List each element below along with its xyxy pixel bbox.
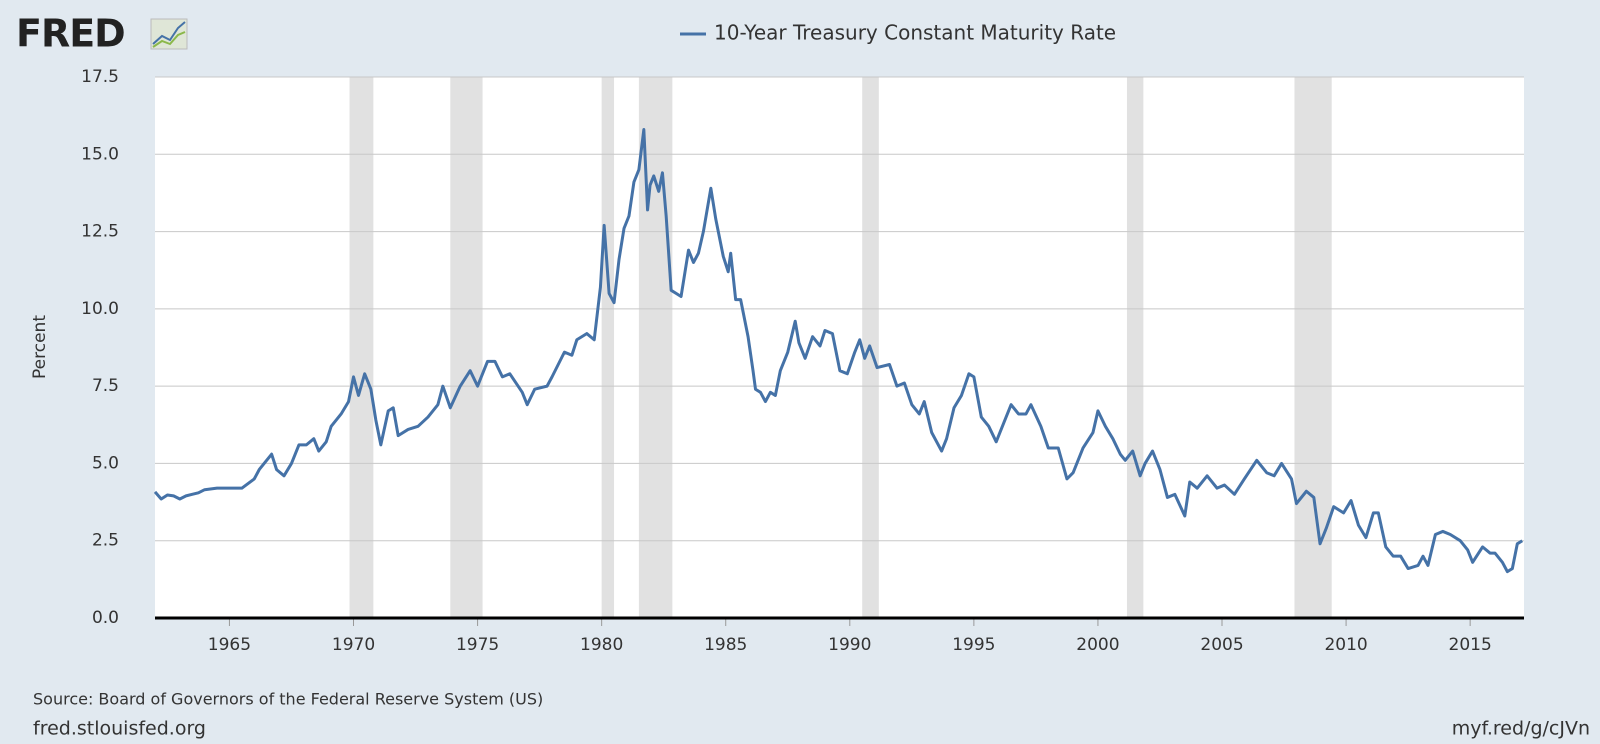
x-tick-label: 1965 bbox=[208, 635, 251, 655]
y-tick-label: 17.5 bbox=[81, 67, 119, 87]
y-tick-label: 15.0 bbox=[81, 144, 119, 164]
x-tick-label: 2010 bbox=[1324, 635, 1367, 655]
recession-band bbox=[1294, 77, 1332, 618]
x-tick-label: 1990 bbox=[828, 635, 871, 655]
x-tick-label: 2005 bbox=[1200, 635, 1243, 655]
logo: FRED bbox=[16, 12, 125, 56]
footer-left: fred.stlouisfed.org bbox=[33, 718, 206, 740]
recession-band bbox=[450, 77, 483, 618]
y-tick-label: 0.0 bbox=[92, 608, 119, 628]
recession-band bbox=[1126, 77, 1144, 618]
y-tick-label: 7.5 bbox=[92, 376, 119, 396]
recession-band bbox=[601, 77, 615, 618]
legend-label: 10-Year Treasury Constant Maturity Rate bbox=[714, 21, 1116, 45]
recession-band bbox=[349, 77, 374, 618]
x-tick-label: 1995 bbox=[952, 635, 995, 655]
data-line bbox=[153, 128, 1524, 574]
x-tick-label: 2000 bbox=[1076, 635, 1119, 655]
x-tick-label: 1970 bbox=[332, 635, 375, 655]
y-tick-label: 5.0 bbox=[92, 453, 119, 473]
x-tick-label: 1985 bbox=[704, 635, 747, 655]
y-tick-label: 10.0 bbox=[81, 299, 119, 319]
y-tick-label: 12.5 bbox=[81, 222, 119, 242]
y-axis-label: Percent bbox=[30, 315, 50, 379]
logo-icon bbox=[150, 18, 188, 50]
x-tick-label: 2015 bbox=[1449, 635, 1492, 655]
source: Source: Board of Governors of the Federa… bbox=[33, 690, 543, 709]
y-tick-label: 2.5 bbox=[92, 531, 119, 551]
footer-right: myf.red/g/cJVn bbox=[1452, 718, 1590, 740]
x-tick-label: 1980 bbox=[580, 635, 623, 655]
x-tick-label: 1975 bbox=[456, 635, 499, 655]
